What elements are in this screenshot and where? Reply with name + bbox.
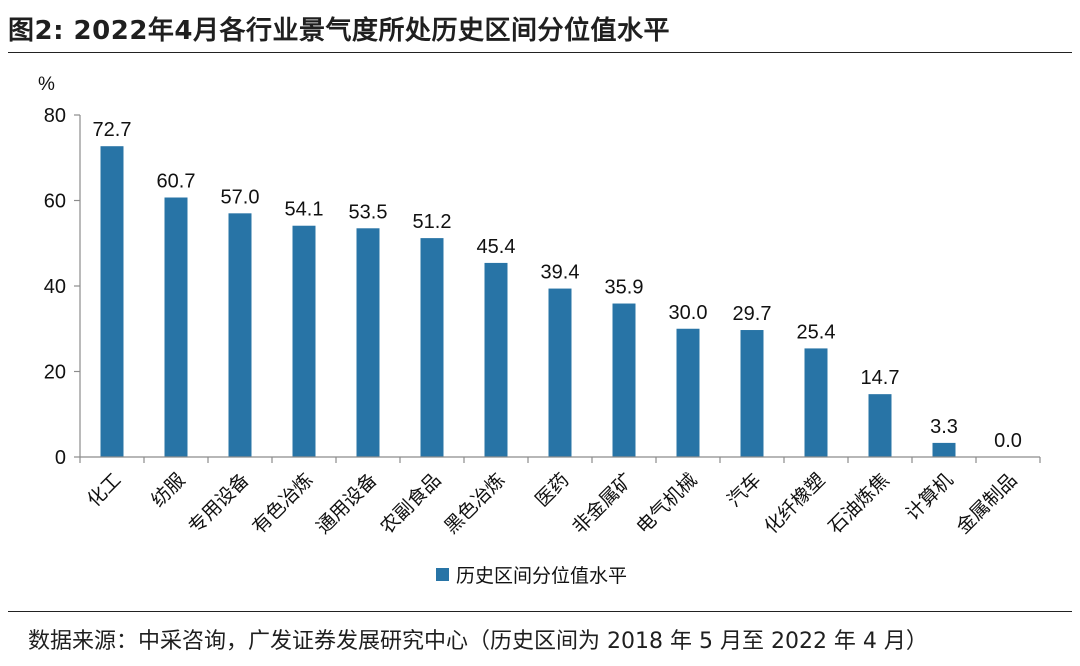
bar <box>676 328 700 457</box>
data-label: 57.0 <box>221 186 260 208</box>
data-label: 60.7 <box>157 171 196 193</box>
legend: 历史区间分位值水平 <box>436 565 627 587</box>
category-label: 汽车 <box>723 469 765 511</box>
data-label: 29.7 <box>733 303 772 325</box>
category-label: 专用设备 <box>184 469 253 538</box>
data-label: 35.9 <box>605 277 644 299</box>
category-label: 金属制品 <box>952 469 1021 538</box>
category-label: 有色冶炼 <box>248 469 317 538</box>
y-tick-label: 40 <box>44 276 66 298</box>
bar <box>228 213 252 457</box>
bar <box>932 442 956 457</box>
legend-label: 历史区间分位值水平 <box>456 565 627 587</box>
bar <box>100 146 124 457</box>
bar <box>804 348 828 457</box>
data-label: 72.7 <box>93 119 132 141</box>
category-label: 计算机 <box>902 469 958 525</box>
data-label: 53.5 <box>349 201 388 223</box>
bars: 72.7 60.7 57.0 54.1 53.5 51.2 45.4 39.4 35.9 30.0… <box>93 119 1022 457</box>
bar <box>420 238 444 457</box>
legend-swatch <box>436 568 449 581</box>
category-label: 黑色冶炼 <box>440 469 509 538</box>
source-divider <box>8 611 1072 612</box>
data-label: 39.4 <box>541 262 580 284</box>
data-label: 30.0 <box>669 302 708 324</box>
bar <box>356 228 380 457</box>
bar <box>548 288 572 457</box>
chart-title: 图2: 2022年4月各行业景气度所处历史区间分位值水平 <box>8 16 670 46</box>
data-label: 3.3 <box>930 416 958 438</box>
data-label: 14.7 <box>861 367 900 389</box>
category-label: 通用设备 <box>312 469 381 538</box>
y-tick-label: 60 <box>44 191 66 213</box>
data-label: 54.1 <box>285 199 324 221</box>
category-label: 化纤橡塑 <box>760 469 829 538</box>
category-label: 电气机械 <box>632 469 701 538</box>
y-axis: 0 20 40 60 80 <box>44 105 81 469</box>
bar <box>740 330 764 457</box>
data-label: 51.2 <box>413 211 452 233</box>
source-note: 数据来源：中采咨询，广发证券发展研究中心（历史区间为 2018 年 5 月至 2… <box>28 629 928 654</box>
y-tick-label: 80 <box>44 105 66 127</box>
category-label: 石油炼焦 <box>824 469 893 538</box>
y-tick-label: 20 <box>44 362 66 384</box>
data-label: 45.4 <box>477 236 516 258</box>
bar <box>868 394 892 457</box>
category-label: 农副食品 <box>376 469 445 538</box>
category-label: 医药 <box>531 469 573 511</box>
y-tick-label: 0 <box>55 447 66 469</box>
y-axis-unit-label: % <box>38 74 55 95</box>
category-label: 化工 <box>83 469 125 511</box>
data-label: 0.0 <box>994 430 1022 452</box>
bar <box>164 197 188 457</box>
title-divider <box>8 52 1072 53</box>
bar <box>484 262 508 457</box>
category-label: 非金属矿 <box>568 469 637 538</box>
category-label: 纺服 <box>147 469 189 511</box>
data-label: 25.4 <box>797 321 836 343</box>
bar <box>612 303 636 457</box>
bar <box>292 225 316 457</box>
